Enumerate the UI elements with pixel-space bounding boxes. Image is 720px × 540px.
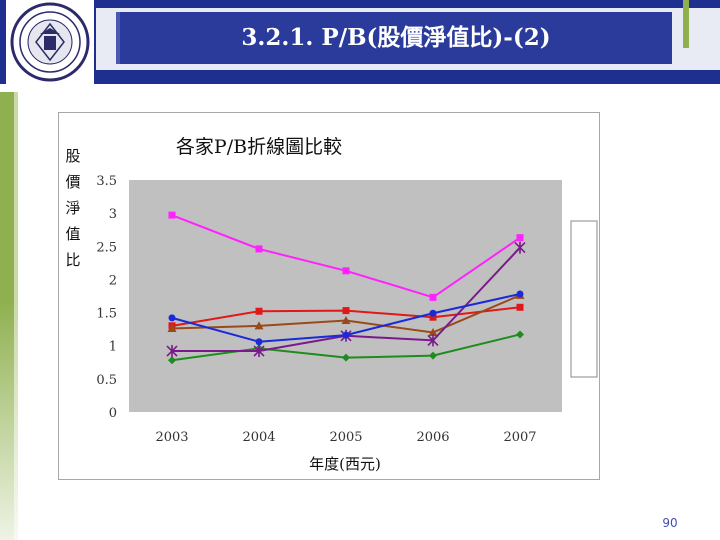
data-point [342,331,350,339]
data-point [342,267,350,275]
line-chart: 各家P/B折線圖比較 股價淨值比 0 0.5 1 1.5 2 2.5 3 3.5 2003 20… [65,136,598,473]
y-tick-label: 0.5 [96,373,117,388]
title-accent-bar [683,0,689,48]
left-stripe-fade [0,300,18,540]
data-point [428,327,438,336]
data-point [254,321,264,330]
page-number: 90 [662,516,678,530]
y-tick-label: 0 [109,406,117,421]
y-axis-label-char: 價 [65,173,80,191]
data-point [516,303,524,311]
data-point [255,307,263,315]
x-tick-label: 2005 [329,430,362,445]
data-point [429,351,437,360]
y-tick-label: 1.5 [96,307,117,322]
data-point [341,316,351,325]
chart-frame: 各家P/B折線圖比較 股價淨值比 0 0.5 1 1.5 2 2.5 3 3.5 2003 20… [58,112,600,480]
y-axis-label-char: 淨 [65,199,80,217]
data-point [514,241,526,254]
chart-title: 各家P/B折線圖比較 [176,136,342,158]
data-point [429,309,437,317]
x-tick-label: 2003 [155,430,188,445]
title-bar: 3.2.1. P/B(股價淨值比)-(2) [116,12,672,64]
x-tick-label: 2004 [242,430,275,445]
x-axis-label: 年度(西元) [309,455,381,473]
y-tick-label: 1 [109,340,117,355]
data-point [168,356,176,365]
y-tick-label: 2.5 [96,240,117,255]
data-point [516,330,524,339]
data-point [255,338,263,346]
data-point [429,313,437,321]
data-point [255,245,263,253]
data-point [516,290,524,298]
x-tick-label: 2006 [416,430,449,445]
y-axis-label-char: 比 [65,251,80,269]
y-tick-label: 3 [109,207,117,222]
data-point [167,323,177,332]
data-point [516,234,524,242]
data-point [342,353,350,362]
data-point [168,211,176,219]
data-point [166,345,178,358]
data-point [253,345,265,358]
data-point [427,334,439,347]
y-axis-label-char: 值 [65,225,80,243]
data-point [342,307,350,315]
data-point [429,293,437,301]
y-axis-label-char: 股 [65,147,80,165]
university-seal-icon [6,0,94,84]
data-point [168,314,176,322]
slide-title: 3.2.1. P/B(股價淨值比)-(2) [241,24,551,51]
y-tick-label: 2 [109,273,117,288]
y-tick-label: 3.5 [96,174,117,189]
x-tick-label: 2007 [503,430,536,445]
legend-panel [570,220,598,378]
plot-area [129,180,562,412]
